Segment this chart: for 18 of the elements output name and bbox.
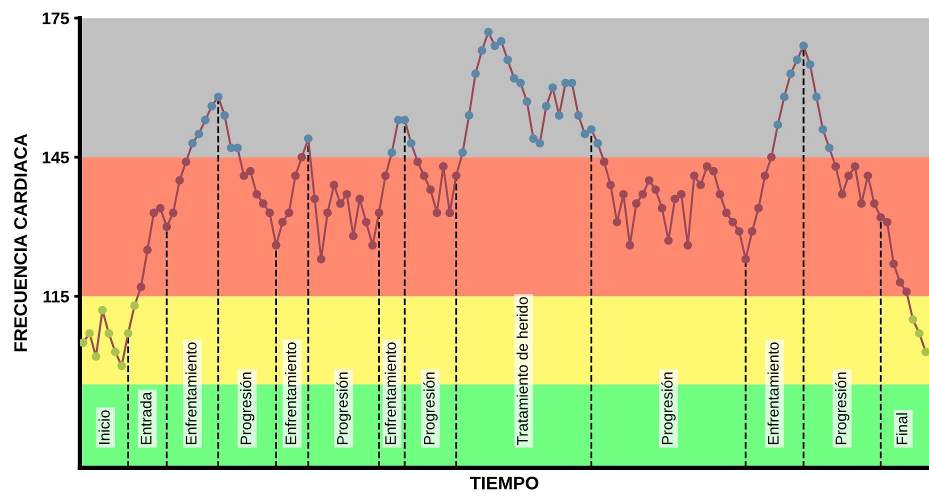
annotation: Tratamiento de herido bbox=[516, 297, 528, 446]
y-tick-label: 145 bbox=[42, 152, 70, 164]
y-tick-label: 115 bbox=[44, 290, 70, 302]
annotation: Entrada bbox=[140, 392, 152, 444]
x-axis-title: TIEMPO bbox=[470, 476, 538, 490]
annotation: Enfrentamiento bbox=[185, 342, 197, 444]
annotation: Progresión bbox=[661, 372, 676, 444]
annotation: Enfrentamiento bbox=[767, 342, 779, 444]
annotation: Progresión bbox=[834, 372, 850, 444]
y-axis-title: FRECUENCIA CARDIACA bbox=[14, 134, 27, 352]
annotation: Enfrentamiento bbox=[384, 342, 396, 444]
annotation: Progresión bbox=[240, 372, 254, 444]
annotation: Progresión bbox=[423, 372, 438, 444]
annotation: Enfrentamiento bbox=[285, 342, 296, 444]
annotation: Progresión bbox=[336, 372, 351, 444]
annotation: Inicio bbox=[98, 410, 110, 444]
y-tick-label: 175 bbox=[42, 12, 70, 24]
annotation: Final bbox=[896, 413, 908, 444]
